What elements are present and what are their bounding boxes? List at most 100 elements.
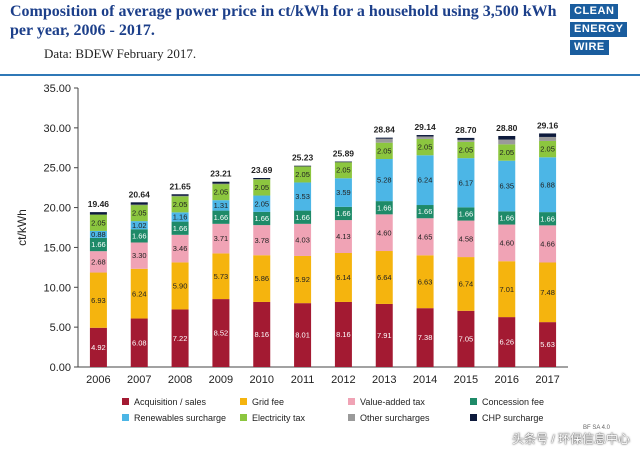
x-tick-label: 2013 (372, 374, 396, 386)
bar-segment (89, 212, 107, 215)
bar-segment (89, 237, 107, 252)
bar-segment (294, 223, 312, 256)
bar-data-label: 7.22 (173, 334, 188, 343)
bar-segment (130, 204, 148, 222)
bar-segment (457, 207, 475, 221)
bar-segment (171, 196, 189, 213)
bar-data-label: 2.05 (132, 209, 147, 218)
legend-swatch (240, 398, 247, 405)
bar-data-label: 7.38 (418, 333, 433, 342)
bar-segment (130, 242, 148, 269)
bar-data-label: 6.17 (459, 178, 474, 187)
bar-segment (294, 166, 312, 183)
bar-segment (539, 262, 557, 323)
x-tick-label: 2012 (331, 374, 355, 386)
bar-data-label: 5.92 (295, 275, 310, 284)
bar-segment (253, 177, 271, 180)
bar-data-label: 2.68 (91, 257, 106, 266)
bar-segment (416, 255, 434, 309)
bar-total-label: 19.46 (88, 199, 110, 209)
bar-data-label: 2.05 (499, 148, 514, 157)
logo-line-2: ENERGY (570, 22, 628, 37)
y-tick-label: 10.00 (43, 282, 71, 294)
bar-segment (334, 161, 352, 179)
bar-data-label: 1.66 (377, 203, 392, 212)
bar-data-label: 4.66 (540, 240, 555, 249)
bar-segment (89, 230, 107, 238)
license-tag: BF SA 4.0 (583, 425, 611, 431)
chart-title: Composition of average power price in ct… (10, 3, 557, 39)
bar-data-label: 1.66 (173, 224, 188, 233)
bar-data-label: 2.05 (91, 218, 106, 227)
bar-segment (130, 268, 148, 319)
chart-header: Composition of average power price in ct… (0, 0, 640, 78)
bar-segment (498, 144, 516, 161)
bar-data-label: 1.66 (499, 214, 514, 223)
bar-segment (212, 210, 230, 224)
bar-segment (334, 206, 352, 221)
bar-segment (253, 211, 271, 226)
bar-segment (334, 178, 352, 207)
bar-data-label: 2.05 (540, 145, 555, 154)
bar-segment (171, 212, 189, 222)
bar-data-label: 7.01 (499, 285, 514, 294)
bar-segment (539, 212, 557, 226)
bar-data-label: 1.66 (254, 214, 269, 223)
bar-segment (375, 201, 393, 215)
stacked-bar-chart: 0.00 5.00 10.00 15.00 20.00 25.00 30.00 35.00 ct… (15, 83, 568, 423)
bar-data-label: 6.26 (499, 338, 514, 347)
legend-swatch (240, 414, 247, 421)
bar-segment (130, 229, 148, 243)
legend-label: Concession fee (482, 397, 544, 407)
bar-data-label: 1.16 (173, 213, 188, 222)
bar-data-label: 6.93 (91, 296, 106, 305)
bar-segment (334, 161, 352, 163)
bar-segment (498, 135, 516, 140)
bar-segment (375, 137, 393, 139)
bar-segment (457, 220, 475, 258)
bar-segment (539, 157, 557, 213)
bar-data-label: 3.30 (132, 251, 147, 260)
x-tick-label: 2017 (535, 374, 559, 386)
bar-segment (498, 211, 516, 225)
bar-data-label: 7.91 (377, 331, 392, 340)
bar-segment (498, 160, 516, 212)
logo-line-3: WIRE (570, 40, 609, 55)
bar-segment (89, 272, 107, 328)
bar-segment (498, 224, 516, 262)
bar-data-label: 5.73 (214, 272, 229, 281)
bar-data-label: 2.05 (214, 188, 229, 197)
bar-data-label: 6.88 (540, 180, 555, 189)
bar-segment (212, 299, 230, 367)
bar-data-label: 2.05 (418, 143, 433, 152)
bar-segment (375, 303, 393, 367)
bar-data-label: 1.66 (459, 210, 474, 219)
bar-segment (539, 133, 557, 137)
bar-data-label: 1.66 (418, 207, 433, 216)
bar-total-label: 25.23 (292, 153, 314, 163)
bar-segment (457, 137, 475, 140)
bar-segment (130, 221, 148, 230)
x-tick-label: 2009 (209, 374, 233, 386)
bar-total-label: 29.16 (537, 120, 559, 130)
bar-segment (171, 262, 189, 310)
x-tick-label: 2006 (86, 374, 110, 386)
legend-label: Acquisition / sales (134, 397, 207, 407)
bar-total-label: 28.80 (496, 123, 518, 133)
bar-segment (171, 195, 189, 197)
bar-segment (253, 255, 271, 302)
bar-data-label: 1.66 (336, 209, 351, 218)
bar-segment (334, 220, 352, 254)
bar-data-label: 7.48 (540, 288, 555, 297)
x-tick-label: 2011 (291, 374, 315, 386)
bar-segment (498, 139, 516, 145)
bar-data-label: 3.46 (173, 244, 188, 253)
bar-segment (416, 155, 434, 206)
bar-segment (212, 183, 230, 185)
bar-data-label: 6.14 (336, 273, 351, 282)
bar-data-label: 6.63 (418, 277, 433, 286)
legend-swatch (470, 414, 477, 421)
bar-segment (212, 200, 230, 211)
x-tick-label: 2008 (168, 374, 192, 386)
bar-segment (457, 158, 475, 208)
